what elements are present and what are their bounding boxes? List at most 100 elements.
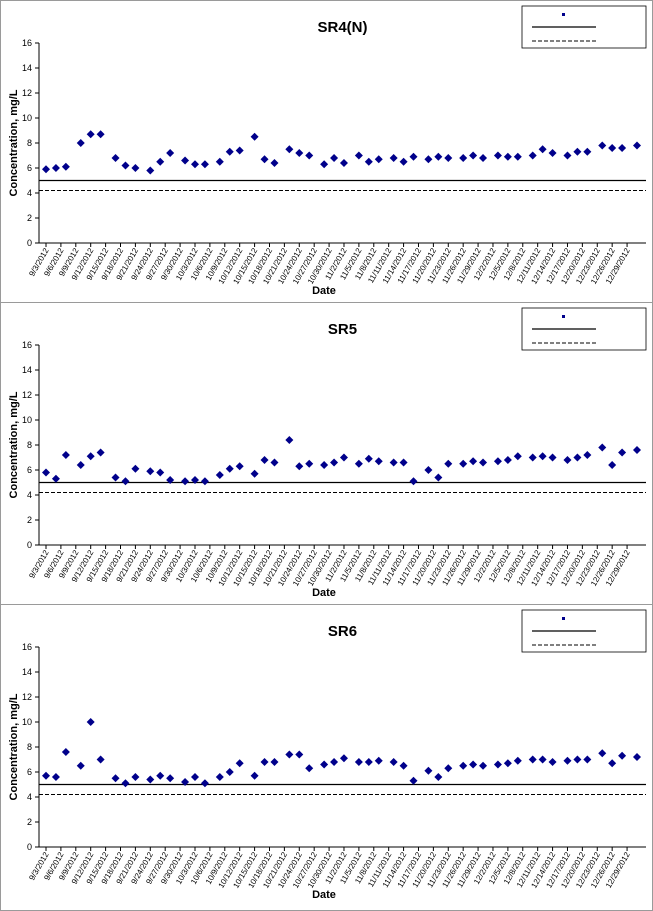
data-point <box>618 751 627 760</box>
y-tick-label: 12 <box>22 692 32 702</box>
data-point <box>493 457 502 466</box>
y-axis-label: Concentration, mg/L <box>8 89 20 196</box>
data-point <box>563 756 572 765</box>
data-point <box>156 468 165 477</box>
data-point <box>339 453 348 462</box>
data-point <box>225 464 234 473</box>
data-point <box>96 448 105 457</box>
data-point <box>86 718 95 726</box>
data-point <box>156 771 165 780</box>
data-point <box>399 761 408 770</box>
y-tick-label: 2 <box>27 515 32 525</box>
data-point <box>548 149 557 157</box>
y-tick-label: 16 <box>22 38 32 48</box>
data-point <box>166 774 175 783</box>
y-tick-label: 14 <box>22 667 32 677</box>
y-tick-label: 6 <box>27 163 32 173</box>
data-point <box>409 477 418 486</box>
legend-marker-icon <box>562 13 565 16</box>
data-point <box>146 166 155 175</box>
data-point <box>121 477 130 486</box>
data-point <box>51 773 60 781</box>
data-point <box>215 471 224 479</box>
data-point <box>528 151 537 160</box>
y-tick-label: 2 <box>27 817 32 827</box>
x-axis-label: Date <box>312 587 336 599</box>
data-point <box>608 759 617 768</box>
data-point <box>111 473 120 482</box>
data-point <box>608 144 617 152</box>
data-point <box>444 459 453 468</box>
data-point <box>573 453 582 462</box>
data-point <box>374 457 383 466</box>
data-point <box>320 160 329 169</box>
data-point <box>190 160 199 169</box>
data-point <box>598 443 607 452</box>
data-point <box>389 758 398 766</box>
data-point <box>503 152 512 161</box>
data-point <box>270 159 279 167</box>
data-point <box>583 755 592 764</box>
y-tick-label: 10 <box>22 717 32 727</box>
data-point <box>354 459 363 468</box>
data-point <box>51 164 60 172</box>
data-point <box>260 758 269 766</box>
data-point <box>479 458 488 467</box>
data-point <box>513 152 522 161</box>
y-tick-label: 4 <box>27 792 32 802</box>
legend-marker-icon <box>562 315 565 318</box>
data-point <box>573 755 582 764</box>
data-point <box>200 477 209 486</box>
data-point <box>295 750 304 759</box>
data-point <box>181 778 190 786</box>
y-tick-label: 4 <box>27 188 32 198</box>
data-point <box>444 764 453 773</box>
data-point <box>389 458 398 467</box>
data-point <box>409 776 418 785</box>
data-point <box>513 756 522 765</box>
data-point <box>250 132 259 141</box>
data-point <box>270 758 279 766</box>
data-point <box>200 779 209 788</box>
data-point <box>548 453 557 462</box>
data-point <box>374 756 383 765</box>
data-point <box>528 755 537 764</box>
data-point <box>528 453 537 462</box>
y-tick-label: 6 <box>27 767 32 777</box>
data-point <box>111 154 120 162</box>
y-tick-label: 0 <box>27 842 32 852</box>
data-point <box>42 468 50 477</box>
data-point <box>235 146 244 155</box>
data-point <box>225 768 234 776</box>
data-point <box>215 157 224 166</box>
y-tick-label: 12 <box>22 390 32 400</box>
data-point <box>181 156 190 165</box>
data-point <box>320 760 329 769</box>
y-tick-label: 8 <box>27 742 32 752</box>
data-point <box>503 456 512 464</box>
y-tick-label: 6 <box>27 465 32 475</box>
data-point <box>459 154 468 162</box>
data-point <box>583 147 592 156</box>
data-point <box>305 459 314 468</box>
data-point <box>181 477 190 486</box>
data-point <box>573 147 582 156</box>
data-point <box>156 157 165 166</box>
y-tick-label: 2 <box>27 213 32 223</box>
data-point <box>424 766 433 775</box>
data-point <box>513 452 522 461</box>
data-point <box>538 145 547 154</box>
data-point <box>295 462 304 471</box>
data-point <box>42 771 50 780</box>
data-point <box>633 753 641 761</box>
data-point <box>295 149 304 157</box>
data-point <box>424 155 433 164</box>
chart-panel-sr4n: SR4(N) 0 2 4 6 8 10 12 14 16 Concentration, mg/L 9/… <box>0 0 653 303</box>
chart-panel-sr6: SR6 0 2 4 6 8 10 12 14 16 Concentration, mg/L 9/3/2… <box>0 604 653 911</box>
data-point <box>469 151 478 160</box>
data-point <box>131 164 140 172</box>
data-point <box>538 452 547 461</box>
data-point <box>364 454 373 463</box>
data-point <box>389 154 398 162</box>
data-point <box>305 151 314 160</box>
